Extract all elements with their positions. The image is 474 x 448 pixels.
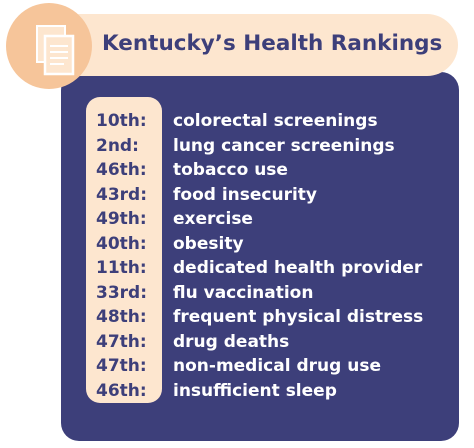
rankings-list: 10th: colorectal screenings 2nd: lung ca… — [0, 109, 474, 403]
rank-value: 40th: — [96, 233, 147, 254]
list-item: 33rd: flu vaccination — [0, 281, 474, 306]
list-item: 11th: dedicated health provider — [0, 256, 474, 281]
rank-value: 2nd: — [96, 135, 139, 156]
rank-label: colorectal screenings — [173, 111, 378, 131]
rank-label: drug deaths — [173, 331, 290, 352]
list-item: 47th: drug deaths — [0, 330, 474, 355]
rank-label: frequent physical distress — [173, 307, 424, 327]
rank-value: 33rd: — [96, 282, 148, 303]
list-item: 48th: frequent physical distress — [0, 305, 474, 330]
rank-value: 49th: — [96, 209, 147, 229]
list-item: 10th: colorectal screenings — [0, 109, 474, 134]
rank-label: obesity — [173, 233, 244, 254]
list-item: 43rd: food insecurity — [0, 183, 474, 208]
rank-label: dedicated health provider — [173, 258, 423, 278]
rank-value: 47th: — [96, 331, 147, 352]
list-item: 40th: obesity — [0, 232, 474, 257]
list-item: 2nd: lung cancer screenings — [0, 134, 474, 159]
rank-label: tobacco use — [173, 160, 288, 180]
list-item: 46th: insufficient sleep — [0, 379, 474, 404]
rank-value: 47th: — [96, 356, 147, 376]
rank-column-highlight — [86, 97, 162, 403]
rank-value: 10th: — [96, 111, 147, 131]
rank-label: non-medical drug use — [173, 356, 381, 376]
rank-label: exercise — [173, 209, 253, 229]
page-title: Kentucky’s Health Rankings — [102, 31, 443, 56]
list-item: 49th: exercise — [0, 207, 474, 232]
rank-value: 46th: — [96, 160, 147, 180]
rank-value: 11th: — [96, 258, 147, 278]
list-item: 46th: tobacco use — [0, 158, 474, 183]
rank-value: 48th: — [96, 307, 147, 327]
rank-label: flu vaccination — [173, 282, 314, 303]
list-item: 47th: non-medical drug use — [0, 354, 474, 379]
document-icon — [36, 25, 75, 76]
rank-value: 43rd: — [96, 184, 148, 205]
rank-label: lung cancer screenings — [173, 135, 395, 156]
rank-label: food insecurity — [173, 184, 318, 205]
rank-label: insufficient sleep — [173, 380, 337, 401]
rank-value: 46th: — [96, 380, 147, 401]
